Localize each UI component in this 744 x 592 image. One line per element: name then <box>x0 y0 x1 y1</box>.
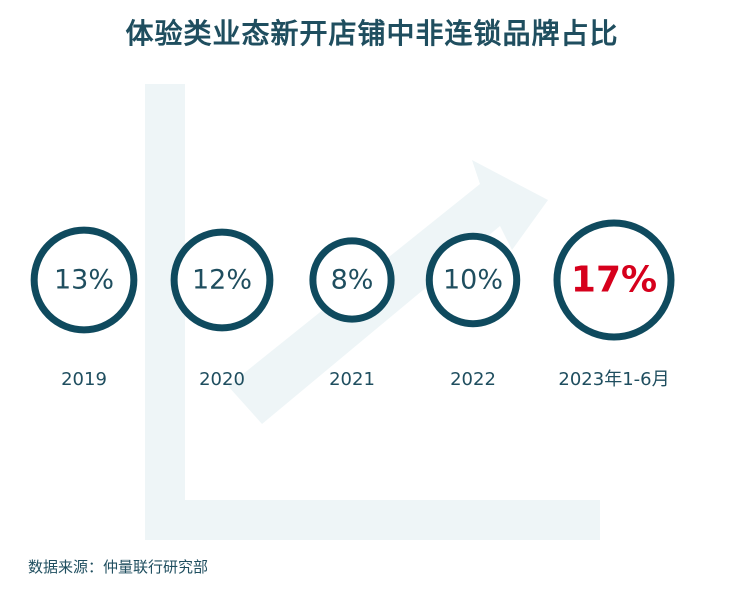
value-label-2019: 13% <box>54 265 114 296</box>
bubble-2021 <box>309 237 395 323</box>
category-label-2022: 2022 <box>450 369 496 390</box>
category-label-2020: 2020 <box>199 369 245 390</box>
value-label-2023年1-6月: 17% <box>571 260 657 301</box>
value-label-2020: 12% <box>192 265 252 296</box>
bubble-2019 <box>30 226 138 334</box>
category-label-2021: 2021 <box>329 369 375 390</box>
bubble-2023年1-6月 <box>553 219 675 341</box>
chart-title: 体验类业态新开店铺中非连锁品牌占比 <box>125 17 619 50</box>
bubble-2020 <box>170 228 274 332</box>
category-label-2019: 2019 <box>61 369 107 390</box>
value-label-2022: 10% <box>443 265 503 296</box>
category-label-2023年1-6月: 2023年1-6月 <box>558 369 669 390</box>
data-source-note: 数据来源：仲量联行研究部 <box>28 558 209 576</box>
bubble-2022 <box>425 232 521 328</box>
value-label-2021: 8% <box>331 265 374 296</box>
